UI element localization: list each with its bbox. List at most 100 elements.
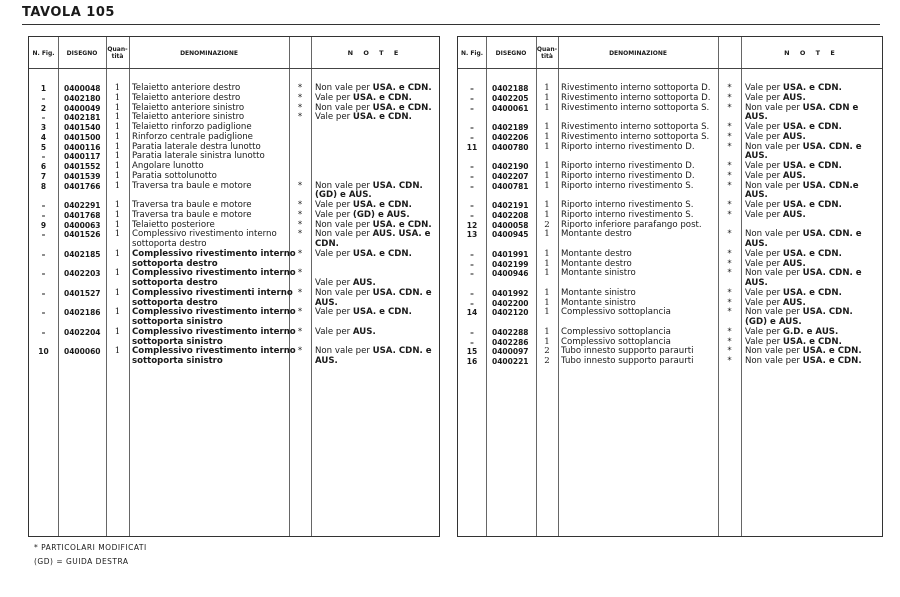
quantity: 1	[544, 287, 550, 298]
modified-marker: *	[297, 326, 303, 337]
table-row: 2 0400049 1 Telaietto anteriore sinistro * No…	[29, 102, 439, 114]
column-divider	[106, 37, 107, 536]
modified-marker: *	[297, 229, 303, 240]
part-description: Complessivo sottoplancia	[561, 307, 671, 318]
modified-marker: *	[727, 209, 732, 220]
fig-number: 3	[40, 123, 47, 132]
part-description: Riporto interno rivestimento S.	[561, 200, 694, 210]
modified-marker: *	[727, 131, 732, 142]
fig-number: –	[470, 269, 474, 279]
part-description: Riporto interno rivestimento S.	[561, 209, 694, 220]
modified-marker: *	[727, 268, 732, 279]
quantity: 1	[114, 112, 121, 123]
modified-marker: *	[727, 200, 732, 210]
table-row: 7 0401539 1 Paratia sottolunotto	[29, 171, 439, 182]
fig-number: –	[470, 327, 474, 337]
quantity: 1	[544, 122, 550, 132]
fig-number: –	[41, 113, 46, 123]
fig-number: –	[470, 84, 474, 93]
quantity: 1	[114, 248, 121, 259]
column-divider	[558, 37, 559, 536]
note-line: Non vale per USA. CDN. e	[315, 287, 432, 298]
part-description: Tubo innesto supporto paraurti	[561, 346, 694, 357]
note-line: Vale per USA. e CDN.	[315, 112, 412, 123]
part-number: 0400063	[64, 220, 101, 230]
fig-number: –	[41, 308, 46, 318]
modified-marker: *	[297, 268, 303, 279]
part-description: Complessivo rivestimento interno	[132, 268, 296, 279]
note-line: Vale per AUS.	[745, 92, 806, 103]
part-description: Complessivo rivestimento interno	[132, 248, 296, 259]
part-number: 0401526	[64, 230, 101, 240]
fig-number: –	[470, 123, 474, 132]
quantity: 1	[544, 297, 550, 308]
part-number: 0400116	[64, 142, 101, 152]
footnote-modified: * PARTICOLARI MODIFICATI	[34, 543, 147, 552]
part-number: 0402191	[492, 201, 529, 210]
part-description: Telaietto posteriore	[132, 219, 215, 230]
part-description: Complessivo rivestimento interno	[132, 346, 296, 357]
quantity: 1	[544, 229, 550, 240]
modified-marker: *	[297, 180, 303, 191]
header-quantita: Quan- tità	[107, 46, 128, 60]
part-description: Riporto interno rivestimento D.	[561, 170, 695, 181]
modified-marker: *	[297, 287, 303, 298]
table-row: – 0401768 1 Traversa tra baule e motore * Val…	[29, 209, 439, 221]
quantity: 2	[544, 219, 550, 230]
quantity: 1	[544, 268, 550, 279]
fig-number: 14	[466, 308, 478, 318]
note-line: Vale per USA. e CDN.	[315, 307, 412, 318]
part-description: sottoporta destro	[132, 239, 207, 249]
divider	[22, 24, 880, 25]
part-number: 0401991	[492, 249, 529, 259]
part-description: Telaietto anteriore sinistro	[132, 102, 245, 113]
table-row: – 0402286 1 Complessivo sottoplancia * Vale p…	[458, 337, 882, 348]
part-number: 0401540	[64, 123, 101, 132]
fig-number: –	[41, 210, 46, 220]
quantity: 1	[114, 122, 121, 132]
fig-number: –	[41, 327, 46, 337]
quantity: 1	[544, 200, 550, 210]
fig-number: –	[470, 162, 474, 171]
note-line: AUS.	[745, 112, 768, 123]
fig-number: 9	[40, 220, 47, 230]
part-number: 0402199	[492, 259, 529, 269]
part-description: Traversa tra baule e motore	[132, 209, 252, 220]
column-divider	[58, 37, 59, 536]
note-line: Vale per USA. e CDN.	[745, 122, 842, 132]
modified-marker: *	[727, 248, 732, 259]
part-number: 0400945	[492, 230, 529, 240]
modified-marker: *	[297, 102, 303, 113]
table-row: – 0402207 1 Riporto interno rivestimento D.…	[458, 170, 882, 182]
modified-marker: *	[727, 326, 732, 337]
note-line: Vale per AUS.	[745, 131, 806, 142]
note-line: Vale per USA. e CDN.	[745, 83, 842, 93]
table-row: 8 0401766 1 Traversa tra baule e motore * Non…	[29, 180, 439, 202]
modified-marker: *	[727, 297, 732, 308]
part-description: Telaietto anteriore destro	[132, 92, 241, 103]
quantity: 1	[544, 83, 550, 93]
fig-number: 1	[40, 84, 47, 93]
note-line: Vale per AUS.	[745, 170, 806, 181]
note-line: Non vale per USA. e CDN.	[315, 219, 432, 230]
header-fig: N. Fig.	[460, 49, 484, 57]
header-disegno: DISEGNO	[66, 49, 98, 57]
part-description: Montante sinistro	[561, 297, 636, 308]
part-number: 0402288	[492, 327, 529, 337]
note-line: AUS.	[315, 356, 338, 366]
table-row: – 0402199 1 Montante destro * Vale per AUS.	[458, 259, 882, 270]
fig-number: 6	[40, 162, 47, 171]
table-row: – 0402206 1 Rivestimento interno sottoporta…	[458, 131, 882, 143]
part-description: Montante destro	[561, 248, 632, 259]
modified-marker: *	[297, 92, 303, 103]
quantity: 1	[544, 170, 550, 181]
table-row: 3 0401540 1 Telaietto rinforzo padiglione	[29, 122, 439, 133]
table-row: – 0402208 1 Riporto interno rivestimento S.…	[458, 209, 882, 221]
fig-number: 16	[466, 357, 478, 366]
quantity: 1	[544, 248, 550, 259]
part-number: 0400060	[64, 347, 101, 357]
quantity: 1	[114, 326, 121, 337]
note-line: AUS.	[315, 297, 338, 308]
part-number: 0400061	[492, 103, 529, 113]
table-row: – 0402181 1 Telaietto anteriore sinistro * Va…	[29, 112, 439, 123]
